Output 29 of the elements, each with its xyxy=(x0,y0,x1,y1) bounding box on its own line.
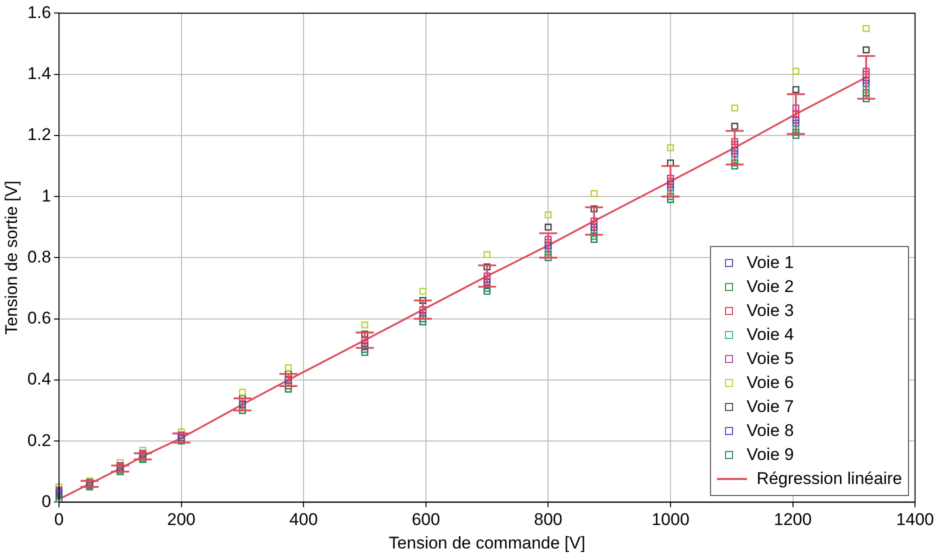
y-tick-label: 0.6 xyxy=(27,308,52,328)
legend-label: Voie 4 xyxy=(746,324,794,346)
y-tick-label: 1.4 xyxy=(27,64,52,84)
y-tick-label: 0.4 xyxy=(27,370,52,389)
legend-label: Voie 8 xyxy=(746,420,794,442)
y-tick-label: 0.2 xyxy=(27,430,52,450)
y-axis-title: Tension de sortie [V] xyxy=(2,180,21,335)
x-axis-title: Tension de commande [V] xyxy=(388,533,586,552)
legend-label: Voie 2 xyxy=(746,276,794,298)
x-tick-label: 1000 xyxy=(652,510,690,530)
legend-label: Voie 1 xyxy=(746,252,794,274)
legend-label: Voie 9 xyxy=(746,444,794,466)
y-tick-label: 0 xyxy=(42,492,52,511)
x-tick-label: 1400 xyxy=(896,510,934,530)
y-tick-label: 1.6 xyxy=(27,2,52,22)
x-tick-label: 200 xyxy=(167,510,196,530)
y-tick-label: 0.8 xyxy=(27,247,52,266)
legend-label: Voie 5 xyxy=(746,348,794,370)
legend-label: Voie 6 xyxy=(746,372,794,394)
x-tick-label: 0 xyxy=(54,510,64,530)
x-tick-label: 600 xyxy=(412,510,440,530)
x-tick-label: 1200 xyxy=(774,510,812,530)
legend-label: Régression linéaire xyxy=(756,468,902,490)
legend-label: Voie 3 xyxy=(746,300,794,322)
legend-label: Voie 7 xyxy=(746,396,794,418)
x-tick-label: 400 xyxy=(289,510,318,530)
x-tick-label: 800 xyxy=(534,510,562,530)
y-tick-label: 1 xyxy=(42,186,52,206)
y-tick-label: 1.2 xyxy=(27,125,52,144)
